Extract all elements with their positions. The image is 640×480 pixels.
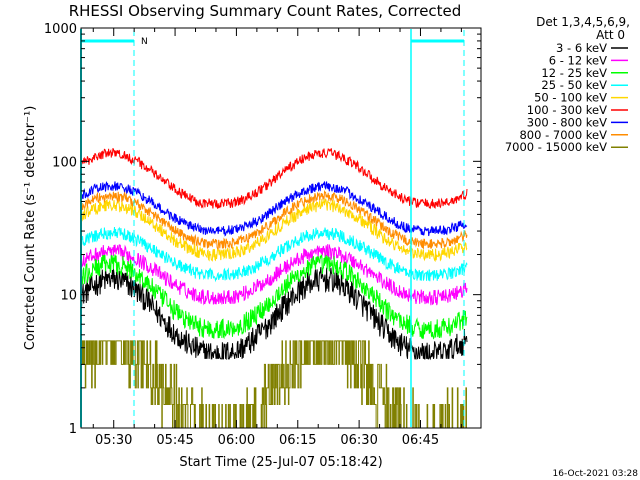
y-axis-label: Corrected Count Rate (s⁻¹ detector⁻¹) [23, 106, 38, 351]
x-tick-label-5: 06:30 [340, 433, 377, 448]
x-tick-label-1: 05:30 [95, 433, 132, 448]
y-tick-label-4: 1000 [44, 22, 77, 37]
legend-entry-8: 800 - 7000 keV [519, 128, 607, 142]
series-line-2 [80, 244, 468, 306]
legend-entry-3: 12 - 25 keV [541, 66, 607, 80]
legend-entry-5: 50 - 100 keV [534, 91, 607, 105]
x-axis-label: Start Time (25-Jul-07 05:18:42) [179, 455, 382, 470]
series-line-1 [80, 267, 468, 361]
legend-entry-9: 7000 - 15000 keV [505, 140, 607, 154]
plot-area: N [80, 29, 468, 429]
series-line-9 [81, 340, 467, 429]
series-line-6 [80, 147, 468, 209]
series-line-7 [80, 181, 468, 237]
x-axis: 05:30 05:45 06:00 06:15 06:30 06:45 [92, 28, 462, 448]
y-tick-label-1: 1 [69, 422, 77, 437]
y-tick-label-3: 100 [52, 155, 77, 170]
legend-header-2: Att 0 [596, 28, 625, 42]
series-line-5 [80, 198, 468, 263]
legend-header-1: Det 1,3,4,5,6,9, [536, 15, 630, 29]
legend-entry-6: 100 - 300 keV [527, 103, 607, 117]
series-line-4 [80, 226, 468, 283]
legend-entry-2: 6 - 12 keV [549, 53, 607, 67]
timestamp: 16-Oct-2021 03:28 [553, 469, 639, 479]
x-tick-label-6: 06:45 [402, 433, 439, 448]
series-line-3 [80, 254, 468, 340]
x-tick-label-4: 06:15 [279, 433, 316, 448]
plot-frame [80, 27, 482, 429]
y-tick-label-2: 10 [60, 289, 77, 304]
x-tick-label-3: 06:00 [218, 433, 255, 448]
y-axis: 1 10 100 1000 [44, 22, 481, 437]
legend-entry-7: 300 - 800 keV [527, 115, 607, 129]
series-line-8 [80, 189, 468, 250]
flag-label: N [141, 37, 148, 47]
legend-entry-1: 3 - 6 keV [556, 41, 607, 55]
x-tick-label-2: 05:45 [156, 433, 193, 448]
legend-entry-4: 25 - 50 keV [541, 78, 607, 92]
chart-title: RHESSI Observing Summary Count Rates, Co… [69, 2, 462, 20]
